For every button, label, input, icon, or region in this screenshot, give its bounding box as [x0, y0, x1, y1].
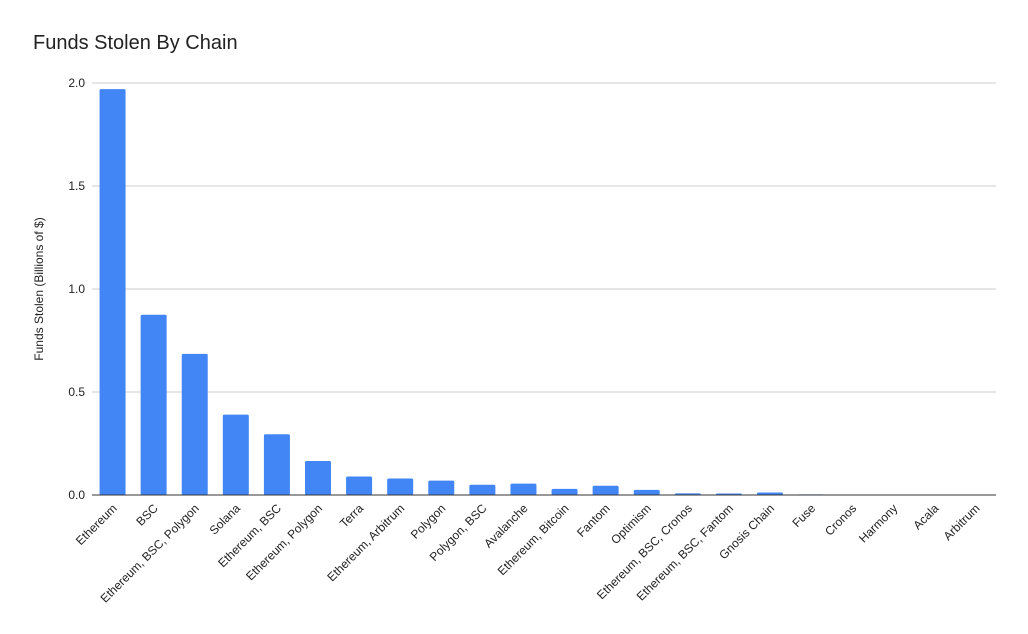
x-tick-label: Solana	[207, 501, 244, 538]
bar[interactable]	[757, 492, 783, 495]
bar[interactable]	[592, 485, 619, 495]
x-tick-label: Terra	[337, 501, 366, 530]
bar[interactable]	[140, 314, 167, 495]
x-tick-label: Fantom	[574, 501, 613, 540]
y-tick-label: 1.5	[68, 179, 85, 193]
bar[interactable]	[346, 476, 373, 495]
y-axis-title: Funds Stolen (Billions of $)	[32, 217, 46, 360]
x-tick-label: Ethereum, Arbitrum	[324, 501, 407, 584]
x-tick-label: Acala	[910, 501, 941, 532]
x-tick-label: Cronos	[822, 501, 859, 538]
x-tick-label: Ethereum	[73, 501, 120, 548]
bar[interactable]	[633, 489, 660, 495]
chart-title: Funds Stolen By Chain	[33, 32, 238, 54]
gridlines	[92, 82, 996, 393]
bar[interactable]	[551, 488, 578, 495]
bar[interactable]	[99, 89, 126, 496]
bar[interactable]	[387, 478, 414, 495]
y-tick-label: 0.0	[68, 488, 85, 502]
x-tick-label: Ethereum, Bitcoin	[495, 501, 572, 578]
y-tick-label: 0.5	[68, 385, 85, 399]
x-tick-label: Arbitrum	[941, 501, 983, 543]
x-tick-label: Harmony	[856, 501, 900, 545]
bar[interactable]	[305, 461, 331, 495]
y-tick-label: 2.0	[68, 76, 85, 90]
bar[interactable]	[428, 480, 455, 495]
bar[interactable]	[222, 414, 249, 495]
y-tick-labels: 0.0 0.5 1.0 1.5 2.0	[68, 76, 85, 502]
x-tick-label: Fuse	[789, 501, 818, 530]
bar[interactable]	[510, 483, 537, 495]
bar[interactable]	[181, 353, 208, 495]
bar[interactable]	[263, 434, 290, 495]
bar[interactable]	[469, 484, 496, 495]
x-tick-label: Ethereum, Polygon	[243, 501, 325, 583]
x-tick-label: Polygon	[408, 501, 449, 542]
y-tick-label: 1.0	[68, 282, 85, 296]
bars	[99, 89, 989, 496]
x-tick-label: BSC	[133, 501, 161, 529]
